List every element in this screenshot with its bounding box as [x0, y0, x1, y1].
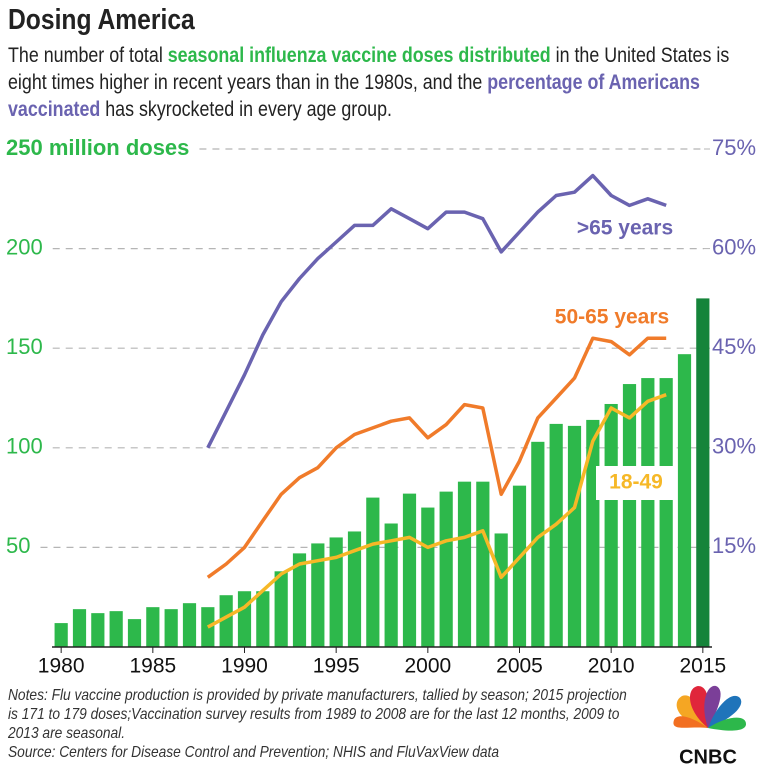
- series-label: 18-49: [609, 471, 663, 494]
- bar: [696, 298, 710, 647]
- y-tick-label: 200: [6, 234, 43, 259]
- subtitle-highlight: percentage of Americans vaccinated: [8, 71, 700, 121]
- logo-feather: [708, 717, 746, 731]
- series-line: [206, 173, 667, 449]
- bar: [127, 619, 142, 647]
- bar: [567, 425, 582, 647]
- subtitle-text: in the United States is eight times high…: [8, 44, 730, 94]
- bar: [622, 384, 637, 647]
- y-tick-label: 100: [6, 434, 43, 459]
- bar: [512, 485, 527, 647]
- bar: [476, 481, 490, 647]
- bar: [182, 603, 197, 647]
- title: Dosing America: [8, 4, 195, 36]
- bar: [402, 493, 417, 647]
- x-tick-label: 2010: [588, 655, 635, 678]
- bar: [366, 497, 380, 647]
- series-label: >65 years: [577, 217, 673, 240]
- bar: [347, 531, 362, 647]
- bar: [384, 523, 398, 647]
- series-line: [206, 393, 667, 629]
- notes: Notes: Flu vaccine production is provide…: [8, 686, 627, 762]
- bar: [219, 595, 233, 647]
- series-label-box: [596, 466, 676, 500]
- series-line: [206, 336, 667, 579]
- bar: [54, 623, 68, 647]
- y2-tick-label: 45%: [712, 334, 756, 359]
- y2-tick-label: 75%: [712, 135, 756, 160]
- series-label: 50-65 years: [555, 306, 669, 329]
- logo-feather: [704, 685, 721, 728]
- y2-tick-label: 60%: [712, 234, 756, 259]
- x-tick-label: 2000: [404, 655, 451, 678]
- x-tick-label: 1995: [313, 655, 360, 678]
- bar: [311, 543, 325, 647]
- y2-tick-label: 30%: [712, 434, 756, 459]
- bar: [237, 591, 252, 647]
- bar: [604, 403, 618, 647]
- logo-feather: [689, 686, 709, 728]
- bar: [329, 537, 343, 647]
- logo-feather: [673, 716, 708, 728]
- logo-feather: [708, 695, 742, 728]
- bar: [439, 491, 453, 647]
- y-tick-label: 250 million doses: [6, 135, 189, 160]
- bar: [549, 423, 563, 647]
- x-tick-label: 1980: [38, 655, 85, 678]
- bar: [641, 378, 655, 647]
- bar: [164, 609, 178, 647]
- x-tick-label: 2015: [679, 655, 726, 678]
- x-tick-label: 2005: [496, 655, 543, 678]
- logo-text: CNBC: [679, 746, 737, 768]
- x-tick-label: 1985: [129, 655, 176, 678]
- bar: [659, 378, 673, 647]
- bar: [256, 591, 270, 647]
- notes-text: Notes: Flu vaccine production is provide…: [8, 687, 627, 742]
- bar: [72, 609, 87, 647]
- subtitle-text: The number of total: [8, 44, 168, 67]
- subtitle-text: has skyrocketed in every age group.: [100, 98, 393, 121]
- y2-tick-label: 15%: [712, 533, 756, 558]
- bar: [292, 553, 307, 647]
- bar: [677, 354, 692, 647]
- bar: [274, 571, 288, 647]
- bar: [494, 533, 508, 647]
- y-tick-label: 50: [6, 533, 30, 558]
- subtitle: The number of total seasonal influenza v…: [8, 42, 748, 123]
- y-tick-label: 150: [6, 334, 43, 359]
- bar: [146, 607, 160, 647]
- logo: CNBC: [673, 685, 746, 768]
- bar: [531, 441, 545, 647]
- bar: [421, 507, 435, 647]
- x-tick-label: 1990: [221, 655, 268, 678]
- bar: [109, 611, 123, 647]
- source-text: Source: Centers for Disease Control and …: [8, 744, 500, 761]
- bar: [91, 613, 105, 647]
- subtitle-highlight: seasonal influenza vaccine doses distrib…: [167, 44, 551, 67]
- bar: [457, 481, 472, 647]
